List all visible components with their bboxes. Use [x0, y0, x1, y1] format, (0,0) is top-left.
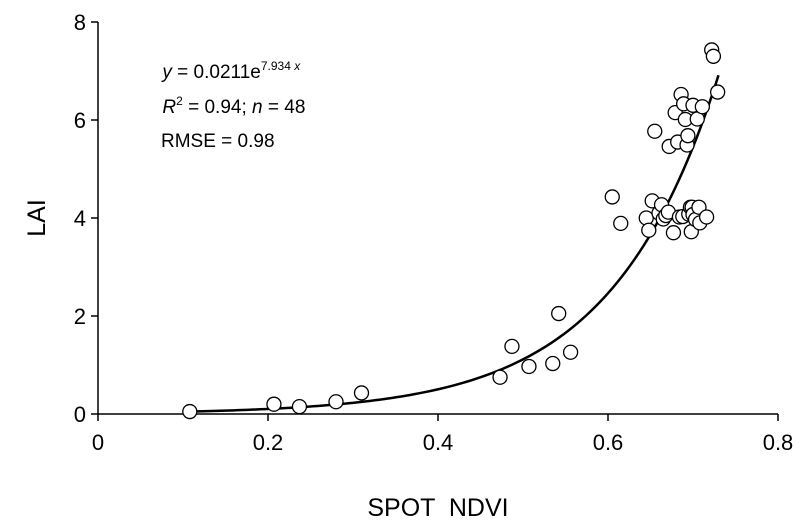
data-point [182, 403, 198, 420]
eq-y-var: y [160, 62, 173, 83]
y-tick-label: 2 [74, 304, 86, 329]
data-point [521, 358, 537, 375]
data-point [665, 225, 682, 241]
x-axis-ticks: 0 0.2 0.4 0.6 0.8 [92, 414, 793, 455]
x-tick-label: 0.6 [593, 430, 624, 455]
n-value: = 48 [263, 97, 306, 118]
exponential-fit-line [189, 74, 720, 413]
data-point [266, 396, 282, 412]
data-point [562, 344, 579, 360]
data-point [328, 394, 344, 410]
data-point [680, 128, 696, 144]
x-tick-label: 0.2 [253, 430, 284, 455]
data-point [504, 338, 520, 355]
x-tick-label: 0 [92, 430, 104, 455]
x-axis-title: SPOT NDVI [367, 494, 508, 522]
data-point [604, 189, 620, 205]
eq-body: = 0.0211e [172, 62, 261, 83]
y-axis-title: LAI [23, 199, 51, 237]
y-tick-label: 6 [74, 108, 86, 133]
y-tick-label: 4 [74, 206, 86, 231]
data-point [638, 210, 654, 226]
data-point [698, 209, 715, 225]
y-tick-label: 0 [74, 402, 86, 427]
y-tick-label: 8 [74, 10, 86, 35]
r2-superscript: 2 [176, 94, 183, 108]
data-point [647, 123, 663, 139]
y-axis-ticks: 0 2 4 6 8 [74, 10, 98, 427]
eq-exponent: 7.934 [261, 59, 294, 73]
data-point [551, 305, 567, 322]
r2-n-annotation: R2 = 0.94; n = 48 [136, 94, 321, 118]
data-point [694, 99, 710, 115]
x-tick-label: 0.4 [423, 430, 454, 455]
data-point [613, 215, 629, 232]
data-point [545, 355, 561, 372]
data-points [182, 42, 726, 420]
rmse-annotation: RMSE = 0.98 [161, 131, 275, 152]
data-point [291, 398, 308, 415]
x-tick-label: 0.8 [763, 430, 794, 455]
eq-exponent-var: x [293, 59, 301, 73]
data-point [705, 48, 722, 64]
data-point [641, 222, 657, 238]
data-point [353, 385, 370, 401]
r2-symbol: R [162, 97, 176, 118]
n-symbol: n [252, 97, 263, 118]
fit-equation: y = 0.0211e7.934 x [136, 54, 316, 83]
r2-value: = 0.94; [183, 97, 252, 118]
data-point [710, 84, 726, 100]
data-point [492, 369, 508, 385]
